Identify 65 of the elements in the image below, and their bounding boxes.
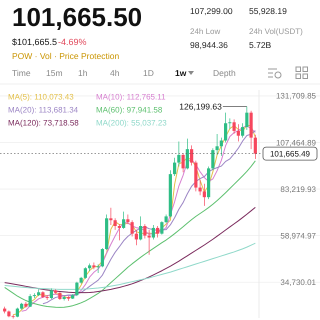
annotation: 126,199.63: [179, 101, 222, 112]
candlestick: [28, 294, 32, 308]
y-tick-label: 131,709.85: [276, 92, 317, 101]
y-tick-label: 58,974.97: [280, 231, 317, 240]
candlestick: [156, 226, 160, 238]
chart-subtitle: $101,665.5: [12, 37, 58, 47]
candlestick: [75, 281, 78, 296]
candlestick: [160, 220, 164, 235]
text: MA(200): 55,037.23: [96, 118, 168, 128]
text: 1w: [175, 68, 187, 78]
y-tick-label: 34,730.01: [280, 278, 317, 288]
candlestick: [202, 183, 206, 206]
candlestick: [130, 220, 134, 237]
candlestick: [84, 266, 87, 280]
candlestick: [16, 307, 19, 318]
candlestick: [50, 288, 53, 300]
candlestick: [220, 137, 223, 156]
text: -4.69%: [58, 37, 87, 47]
y-tick-label: 107,464.89: [276, 138, 317, 148]
text: MA(5): 110,073.43: [8, 92, 74, 102]
line-series: [4, 242, 256, 290]
candlestick: [211, 148, 214, 171]
candlestick: [190, 144, 194, 166]
candlestick: [148, 229, 151, 256]
candlestick: [114, 218, 117, 230]
y-tick-label: 83,219.93: [280, 184, 317, 194]
text: 5.72B: [249, 40, 272, 50]
candlestick: [177, 141, 180, 167]
candlestick: [254, 134, 257, 160]
candlestick: [182, 152, 185, 173]
candlestick: [122, 211, 126, 230]
text: MA(120): 73,718.58: [8, 118, 80, 128]
text: 1D: [143, 68, 154, 78]
text: 4h: [110, 68, 120, 78]
candlestick: [134, 229, 138, 246]
candlestick: [224, 112, 228, 143]
candlestick: [152, 224, 155, 240]
text: 15m: [46, 68, 63, 78]
text: 107,299.00: [190, 6, 233, 16]
candlestick: [143, 224, 146, 239]
text: 55,928.19: [249, 6, 288, 16]
candlestick: [198, 180, 202, 196]
text: Time: [12, 68, 31, 78]
text: MA(20): 113,681.34: [8, 106, 79, 115]
line-series: [4, 206, 256, 294]
chart-title: 101,665.50: [12, 2, 142, 32]
candlestick: [241, 122, 244, 138]
candlestick: [173, 157, 176, 176]
line-series: [42, 130, 256, 304]
candlestick: [139, 216, 142, 241]
candlestick: [186, 138, 189, 170]
text: 1h: [78, 68, 88, 78]
text: MA(60): 97,941.58: [96, 106, 163, 115]
text: 24h Vol(USDT): [249, 27, 304, 36]
candlestick: [245, 106, 248, 130]
candlestick: [232, 119, 236, 134]
text: Depth: [213, 68, 236, 78]
text: 98,944.36: [190, 40, 228, 50]
candlestick: [100, 248, 104, 268]
text: POW · Vol · Price Protection: [12, 51, 120, 61]
candlestick: [118, 224, 121, 241]
ref-line-label: 101,665.49: [270, 149, 311, 158]
line-series: [4, 160, 256, 308]
text: 24h Low: [190, 27, 220, 36]
text: MA(10): 112,765.11: [96, 92, 166, 102]
